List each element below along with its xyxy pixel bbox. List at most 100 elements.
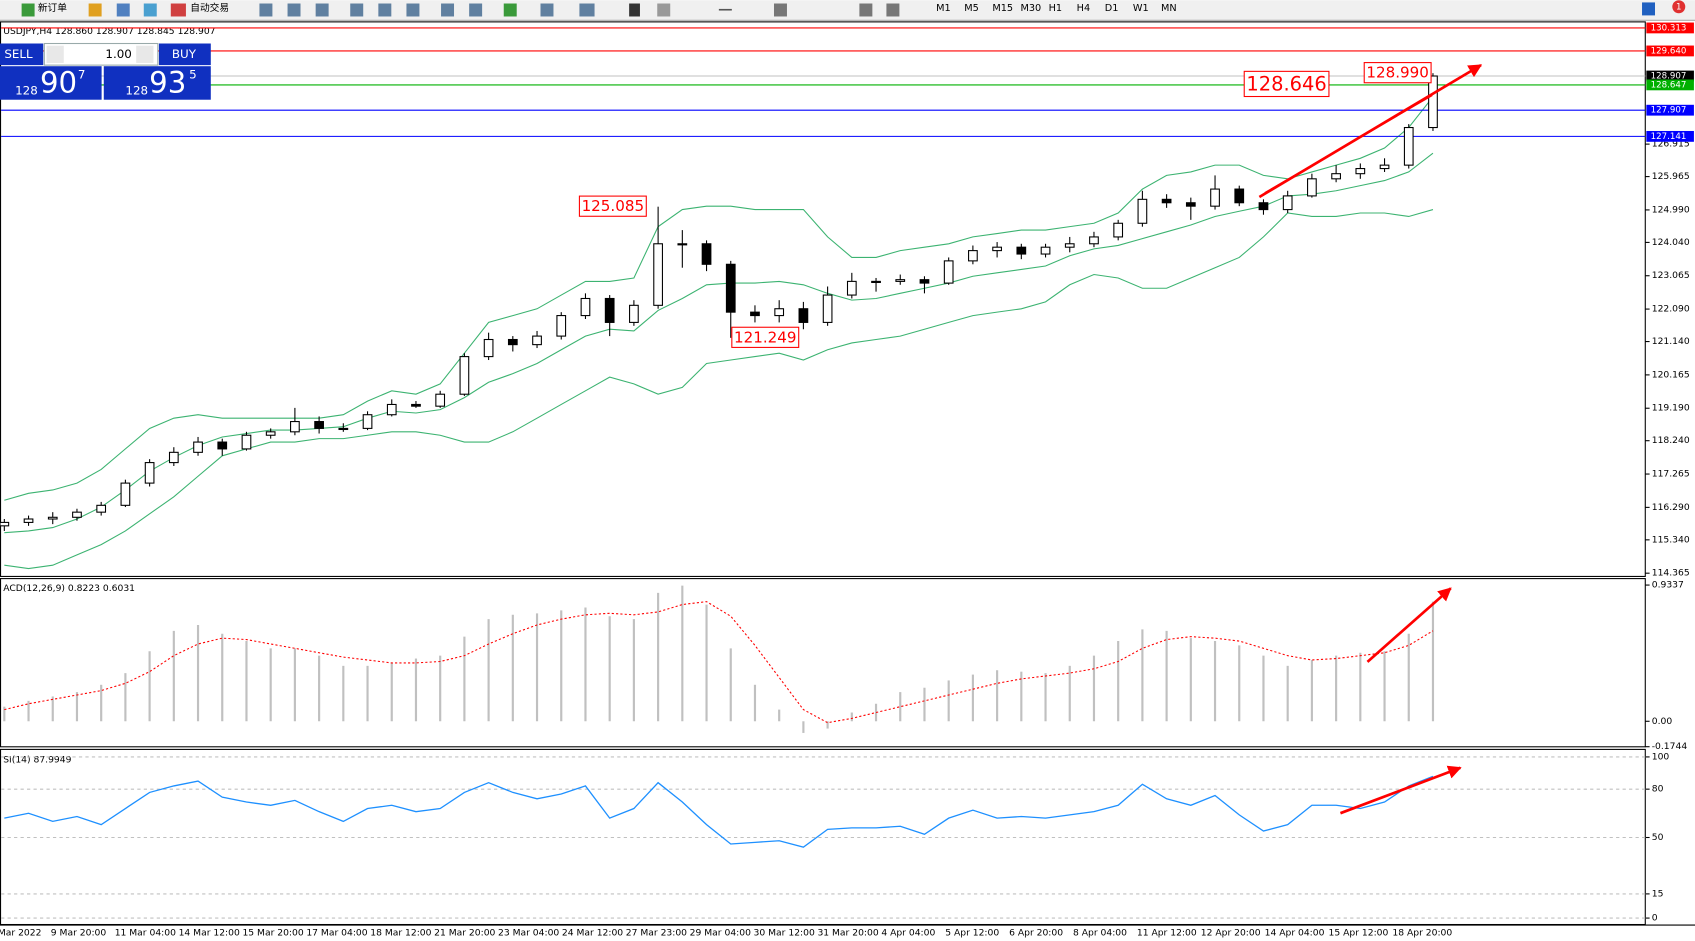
toolbar-icon[interactable] xyxy=(540,3,554,17)
timeframe-button[interactable]: M15 xyxy=(992,3,1013,14)
time-label: 4 Apr 04:00 xyxy=(881,928,935,939)
lot-decrease[interactable] xyxy=(46,45,64,63)
timeframe-button[interactable]: M30 xyxy=(1020,3,1041,14)
y-tick-label: 0.9337 xyxy=(1652,580,1684,591)
new-order-icon[interactable] xyxy=(21,3,35,17)
timeframe-button[interactable]: H4 xyxy=(1077,3,1091,14)
candle-body xyxy=(459,356,470,395)
search-icon[interactable] xyxy=(1642,2,1656,16)
toolbar-icon[interactable] xyxy=(315,3,329,17)
timeframe-button[interactable]: H1 xyxy=(1049,3,1063,14)
buy-label[interactable]: BUY xyxy=(172,47,197,61)
candle-body xyxy=(1161,198,1172,204)
timeframe-button[interactable]: M1 xyxy=(936,3,951,14)
buy-price-big-figure: 128 xyxy=(125,84,148,98)
toolbar-icon[interactable] xyxy=(441,3,455,17)
lot-value[interactable]: 1.00 xyxy=(105,47,131,61)
toolbar-icon[interactable] xyxy=(773,3,787,17)
toolbar-icon[interactable] xyxy=(259,3,273,17)
main-panel xyxy=(0,21,1646,577)
y-tick-label: 0 xyxy=(1652,913,1658,924)
trade-panel: SELL 1.00 BUY 128 90 7 128 93 5 xyxy=(0,42,211,100)
candle-body xyxy=(1258,202,1269,211)
candle-body xyxy=(798,308,809,323)
toolbar-icon[interactable] xyxy=(503,3,517,17)
candle-body xyxy=(47,516,58,520)
candle-body xyxy=(0,521,10,527)
toolbar-icon[interactable] xyxy=(657,3,671,17)
candle-body xyxy=(943,260,954,284)
price-level-label: 128.647 xyxy=(1651,80,1687,90)
macd-panel xyxy=(0,578,1646,748)
toolbar-icon[interactable] xyxy=(579,3,595,17)
lot-input[interactable] xyxy=(43,42,159,66)
y-tick-label: 100 xyxy=(1652,751,1670,762)
candle-body xyxy=(822,294,833,323)
toolbar-icon[interactable] xyxy=(378,3,392,17)
candle-body xyxy=(435,393,446,407)
y-tick-label: 116.290 xyxy=(1652,502,1690,513)
macd-signal xyxy=(4,601,1434,724)
time-label: 15 Apr 12:00 xyxy=(1329,928,1389,939)
sell-label[interactable]: SELL xyxy=(4,47,33,61)
time-label: 5 Apr 12:00 xyxy=(945,928,999,939)
time-label: 15 Mar 20:00 xyxy=(242,928,303,939)
y-tick-label: 126.915 xyxy=(1652,139,1690,150)
candle-body xyxy=(968,250,978,262)
toolbar-icon[interactable] xyxy=(116,3,130,17)
y-tick-label: 50 xyxy=(1652,832,1664,843)
candle-body xyxy=(750,311,760,317)
toolbar-icon[interactable] xyxy=(88,3,102,17)
timeframe-button[interactable]: W1 xyxy=(1133,3,1149,14)
toolbar-icon[interactable] xyxy=(718,8,732,11)
rsi-arrow xyxy=(1339,765,1462,815)
candle-body xyxy=(72,511,82,518)
candle-body xyxy=(992,246,1002,252)
timeframe-button[interactable]: D1 xyxy=(1105,3,1119,14)
time-label: 11 Mar 04:00 xyxy=(115,928,176,939)
toolbar-icon[interactable] xyxy=(859,3,873,17)
auto-trading-icon[interactable] xyxy=(170,3,186,17)
price-annotation: 128.646 xyxy=(1246,72,1326,95)
y-tick-label: 123.065 xyxy=(1652,270,1690,281)
toolbar-icon[interactable] xyxy=(406,3,420,17)
candle-body xyxy=(1064,243,1075,248)
timeframe-button[interactable]: MN xyxy=(1161,3,1177,14)
toolbar-icon[interactable] xyxy=(143,3,157,17)
time-label: 12 Apr 20:00 xyxy=(1201,928,1261,939)
new-order-button[interactable]: 新订单 xyxy=(38,1,67,14)
timeframe-button[interactable]: M5 xyxy=(964,3,979,14)
price-annotation-box xyxy=(578,195,647,217)
price-level-label: 130.313 xyxy=(1651,23,1687,33)
candle-body xyxy=(1040,246,1051,255)
lot-increase[interactable] xyxy=(136,45,154,63)
toolbar-icon[interactable] xyxy=(629,3,640,17)
toolbar-icon[interactable] xyxy=(469,3,483,17)
toolbar-icon[interactable] xyxy=(886,3,900,17)
macd-arrow xyxy=(1366,587,1452,663)
buy-button[interactable] xyxy=(158,43,211,66)
candle-body xyxy=(919,279,930,284)
price-annotation-box xyxy=(731,326,800,348)
candle-body xyxy=(265,431,276,436)
candle-body xyxy=(604,297,615,323)
sell-price-box[interactable] xyxy=(0,66,102,100)
y-tick-label: 0.00 xyxy=(1652,716,1673,727)
candle-body xyxy=(725,263,736,313)
buy-price-box[interactable] xyxy=(103,66,211,100)
sell-button[interactable] xyxy=(0,43,44,66)
toolbar-icon[interactable] xyxy=(287,3,301,17)
time-label: 14 Apr 04:00 xyxy=(1265,928,1325,939)
auto-trading-button[interactable]: 自动交易 xyxy=(190,1,229,14)
candle-body xyxy=(1403,126,1414,166)
toolbar-icons xyxy=(259,3,900,17)
price-annotation-box xyxy=(1363,62,1432,84)
candle-body xyxy=(1307,178,1317,197)
toolbar-icon[interactable] xyxy=(350,3,364,17)
price-level-tag xyxy=(1646,70,1694,82)
candle-body xyxy=(580,297,591,317)
price-level-label: 127.141 xyxy=(1651,132,1687,142)
candle-body xyxy=(1331,173,1341,180)
notification-badge[interactable] xyxy=(1672,0,1686,14)
